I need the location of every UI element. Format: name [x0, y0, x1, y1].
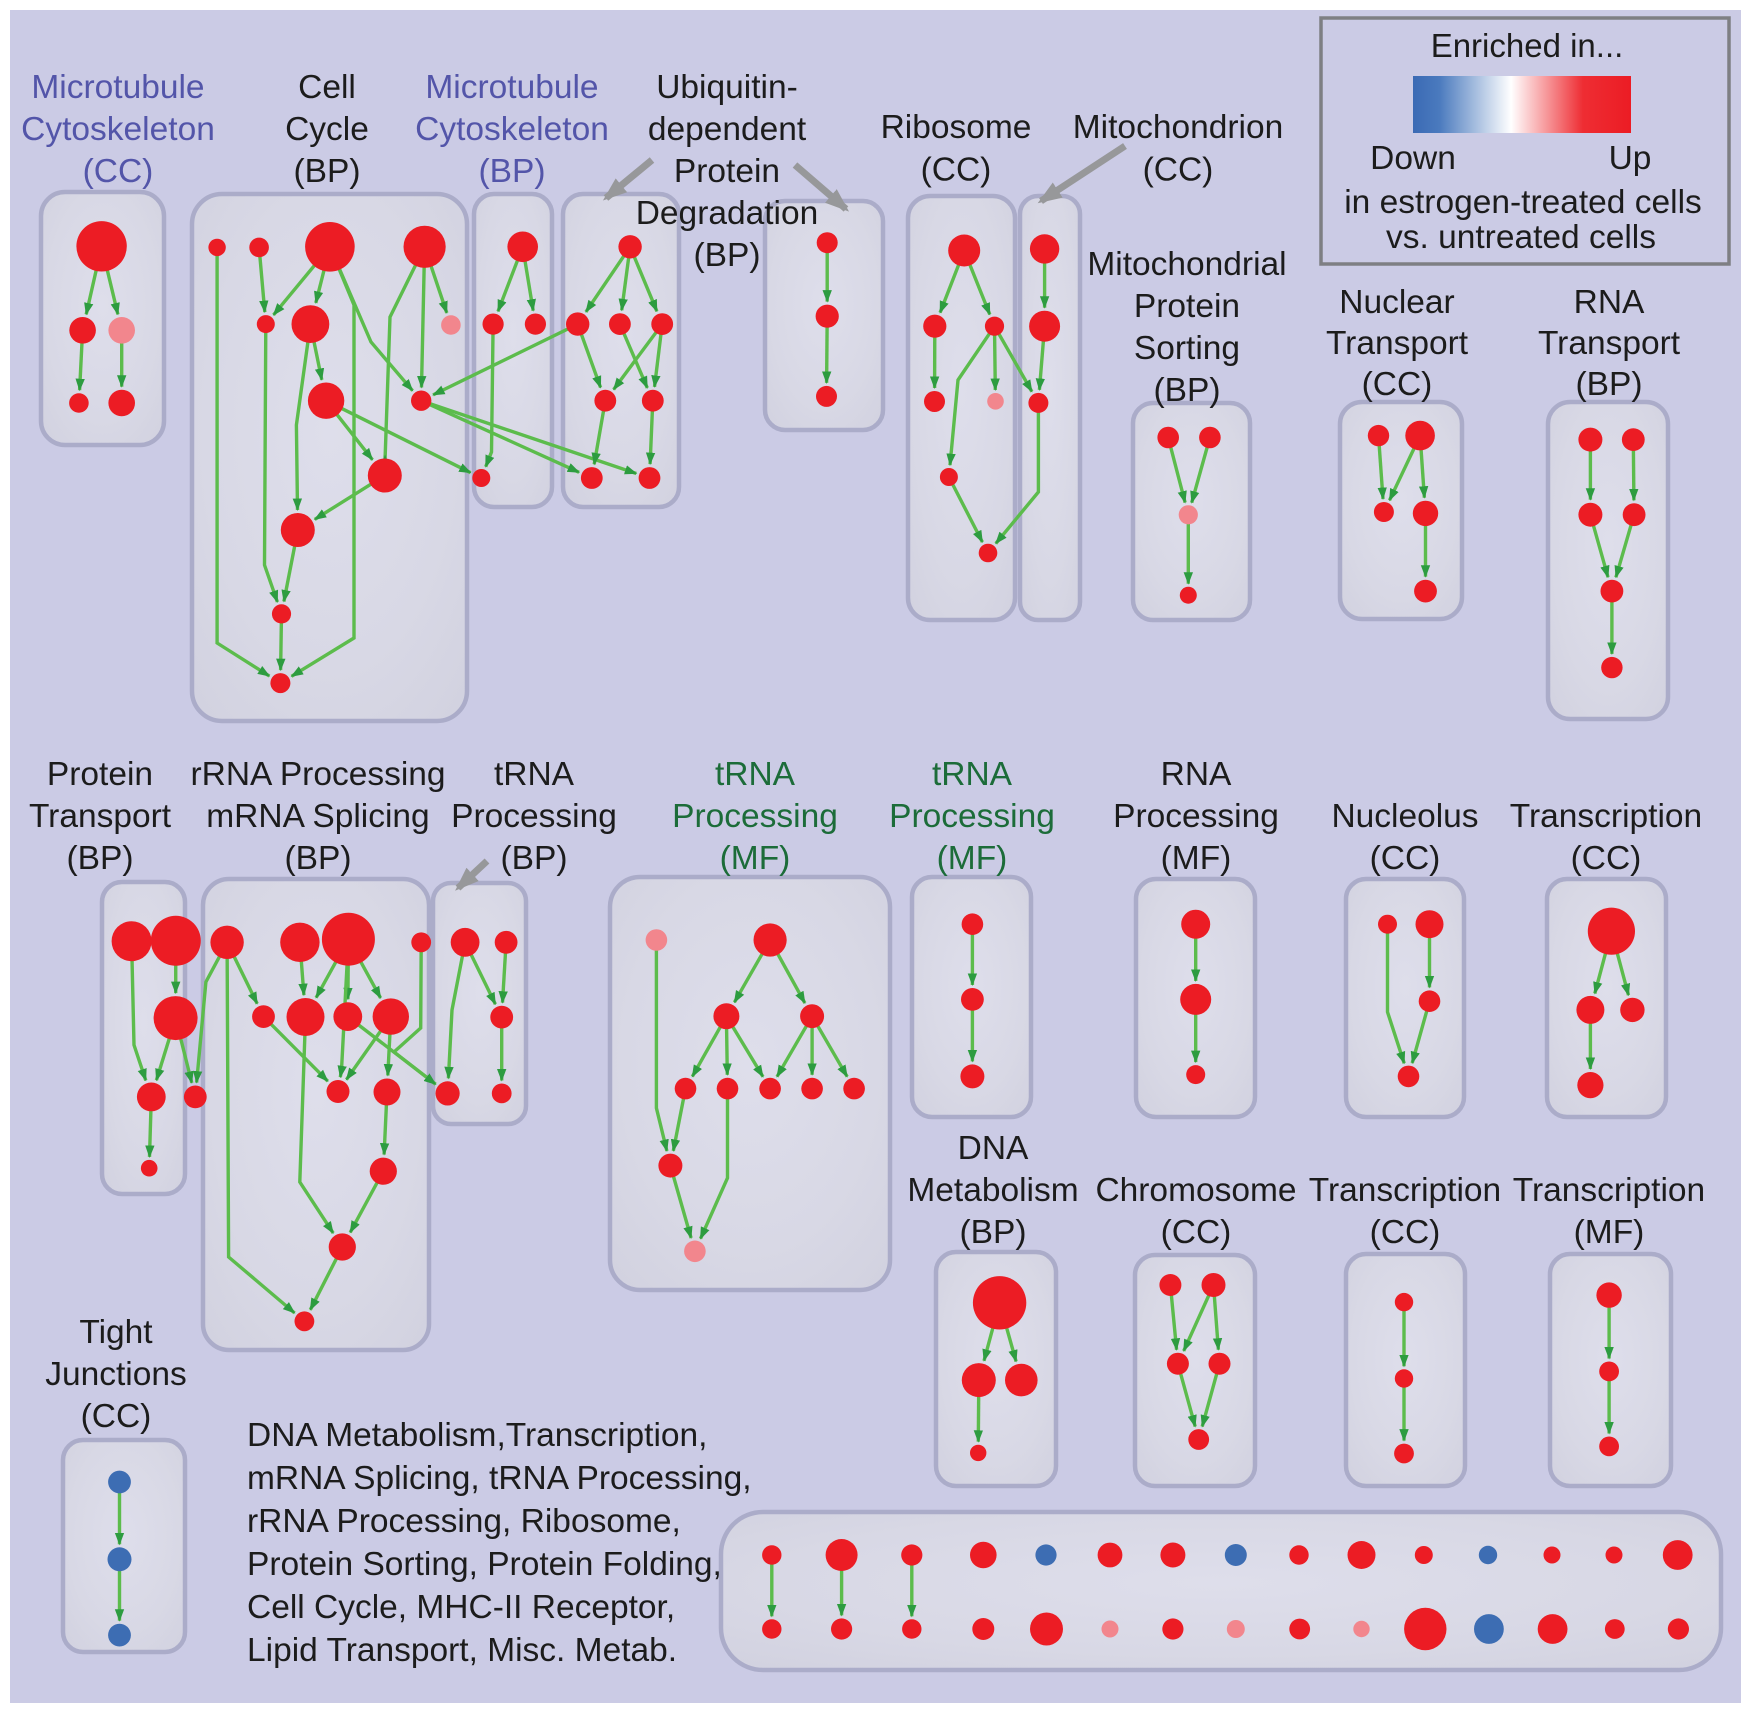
svg-text:Protein Sorting, Protein Foldi: Protein Sorting, Protein Folding, [247, 1546, 722, 1583]
svg-text:rRNA Processing: rRNA Processing [190, 756, 445, 793]
svg-text:Sorting: Sorting [1134, 330, 1240, 367]
svg-text:tRNA: tRNA [715, 756, 796, 793]
svg-text:(MF): (MF) [1574, 1214, 1645, 1251]
svg-text:Processing: Processing [672, 798, 838, 835]
svg-text:(CC): (CC) [83, 153, 154, 190]
svg-text:(CC): (CC) [81, 1398, 152, 1435]
svg-text:Cytoskeleton: Cytoskeleton [21, 111, 215, 148]
svg-text:rRNA Processing, Ribosome,: rRNA Processing, Ribosome, [247, 1503, 681, 1540]
svg-text:Degradation: Degradation [636, 195, 819, 232]
svg-text:Processing: Processing [451, 798, 617, 835]
svg-text:Processing: Processing [889, 798, 1055, 835]
svg-text:Cell Cycle, MHC-II Receptor,: Cell Cycle, MHC-II Receptor, [247, 1589, 675, 1626]
svg-text:(BP): (BP) [1154, 372, 1221, 409]
svg-text:(MF): (MF) [720, 840, 791, 877]
svg-text:Transport: Transport [1326, 325, 1469, 362]
svg-text:Cell: Cell [298, 69, 356, 106]
svg-text:Protein: Protein [1134, 288, 1240, 325]
svg-text:(BP): (BP) [1576, 366, 1643, 403]
svg-text:(CC): (CC) [921, 152, 992, 189]
svg-text:dependent: dependent [648, 111, 807, 148]
svg-text:(CC): (CC) [1161, 1214, 1232, 1251]
svg-text:Lipid Transport, Misc. Metab.: Lipid Transport, Misc. Metab. [247, 1632, 677, 1669]
svg-text:Cytoskeleton: Cytoskeleton [415, 111, 609, 148]
svg-text:Ribosome: Ribosome [881, 109, 1032, 146]
svg-text:Enriched in...: Enriched in... [1431, 27, 1624, 64]
svg-text:(BP): (BP) [479, 153, 546, 190]
svg-text:Protein: Protein [674, 153, 780, 190]
svg-text:RNA: RNA [1574, 284, 1645, 321]
svg-text:(MF): (MF) [1161, 840, 1232, 877]
svg-text:Transcription: Transcription [1309, 1172, 1501, 1209]
svg-text:Cycle: Cycle [285, 111, 369, 148]
svg-text:tRNA: tRNA [494, 756, 575, 793]
svg-text:tRNA: tRNA [932, 756, 1013, 793]
svg-text:Chromosome: Chromosome [1095, 1172, 1296, 1209]
svg-text:Transcription: Transcription [1510, 798, 1702, 835]
svg-text:Metabolism: Metabolism [907, 1172, 1078, 1209]
svg-text:Transport: Transport [1538, 325, 1681, 362]
svg-text:in estrogen-treated cells: in estrogen-treated cells [1344, 184, 1702, 221]
svg-text:(CC): (CC) [1571, 840, 1642, 877]
svg-text:(CC): (CC) [1362, 366, 1433, 403]
svg-text:(MF): (MF) [937, 840, 1008, 877]
svg-text:Nuclear: Nuclear [1339, 284, 1454, 321]
svg-text:(BP): (BP) [960, 1214, 1027, 1251]
svg-text:(CC): (CC) [1370, 1214, 1441, 1251]
svg-text:RNA: RNA [1161, 756, 1232, 793]
svg-text:mRNA Splicing: mRNA Splicing [206, 798, 429, 835]
svg-text:Transcription: Transcription [1513, 1172, 1705, 1209]
svg-text:Down: Down [1370, 140, 1456, 177]
svg-text:Processing: Processing [1113, 798, 1279, 835]
svg-text:Mitochondrion: Mitochondrion [1073, 109, 1283, 146]
svg-text:Tight: Tight [79, 1314, 153, 1351]
svg-text:DNA Metabolism,Transcription,: DNA Metabolism,Transcription, [247, 1417, 707, 1454]
svg-text:vs. untreated cells: vs. untreated cells [1386, 219, 1656, 256]
svg-text:(BP): (BP) [294, 153, 361, 190]
svg-text:(BP): (BP) [694, 237, 761, 274]
svg-text:(CC): (CC) [1370, 840, 1441, 877]
svg-text:DNA: DNA [958, 1130, 1029, 1167]
svg-text:Protein: Protein [47, 756, 153, 793]
svg-text:Transport: Transport [29, 798, 172, 835]
svg-text:Microtubule: Microtubule [425, 69, 598, 106]
svg-text:(BP): (BP) [285, 840, 352, 877]
svg-text:mRNA Splicing, tRNA Processing: mRNA Splicing, tRNA Processing, [247, 1460, 752, 1497]
svg-text:Mitochondrial: Mitochondrial [1087, 246, 1286, 283]
svg-text:Nucleolus: Nucleolus [1331, 798, 1478, 835]
svg-text:Junctions: Junctions [45, 1356, 187, 1393]
svg-text:(BP): (BP) [67, 840, 134, 877]
svg-text:Microtubule: Microtubule [31, 69, 204, 106]
svg-text:Up: Up [1609, 140, 1652, 177]
svg-text:Ubiquitin-: Ubiquitin- [656, 69, 798, 106]
svg-text:(BP): (BP) [501, 840, 568, 877]
svg-text:(CC): (CC) [1143, 152, 1214, 189]
